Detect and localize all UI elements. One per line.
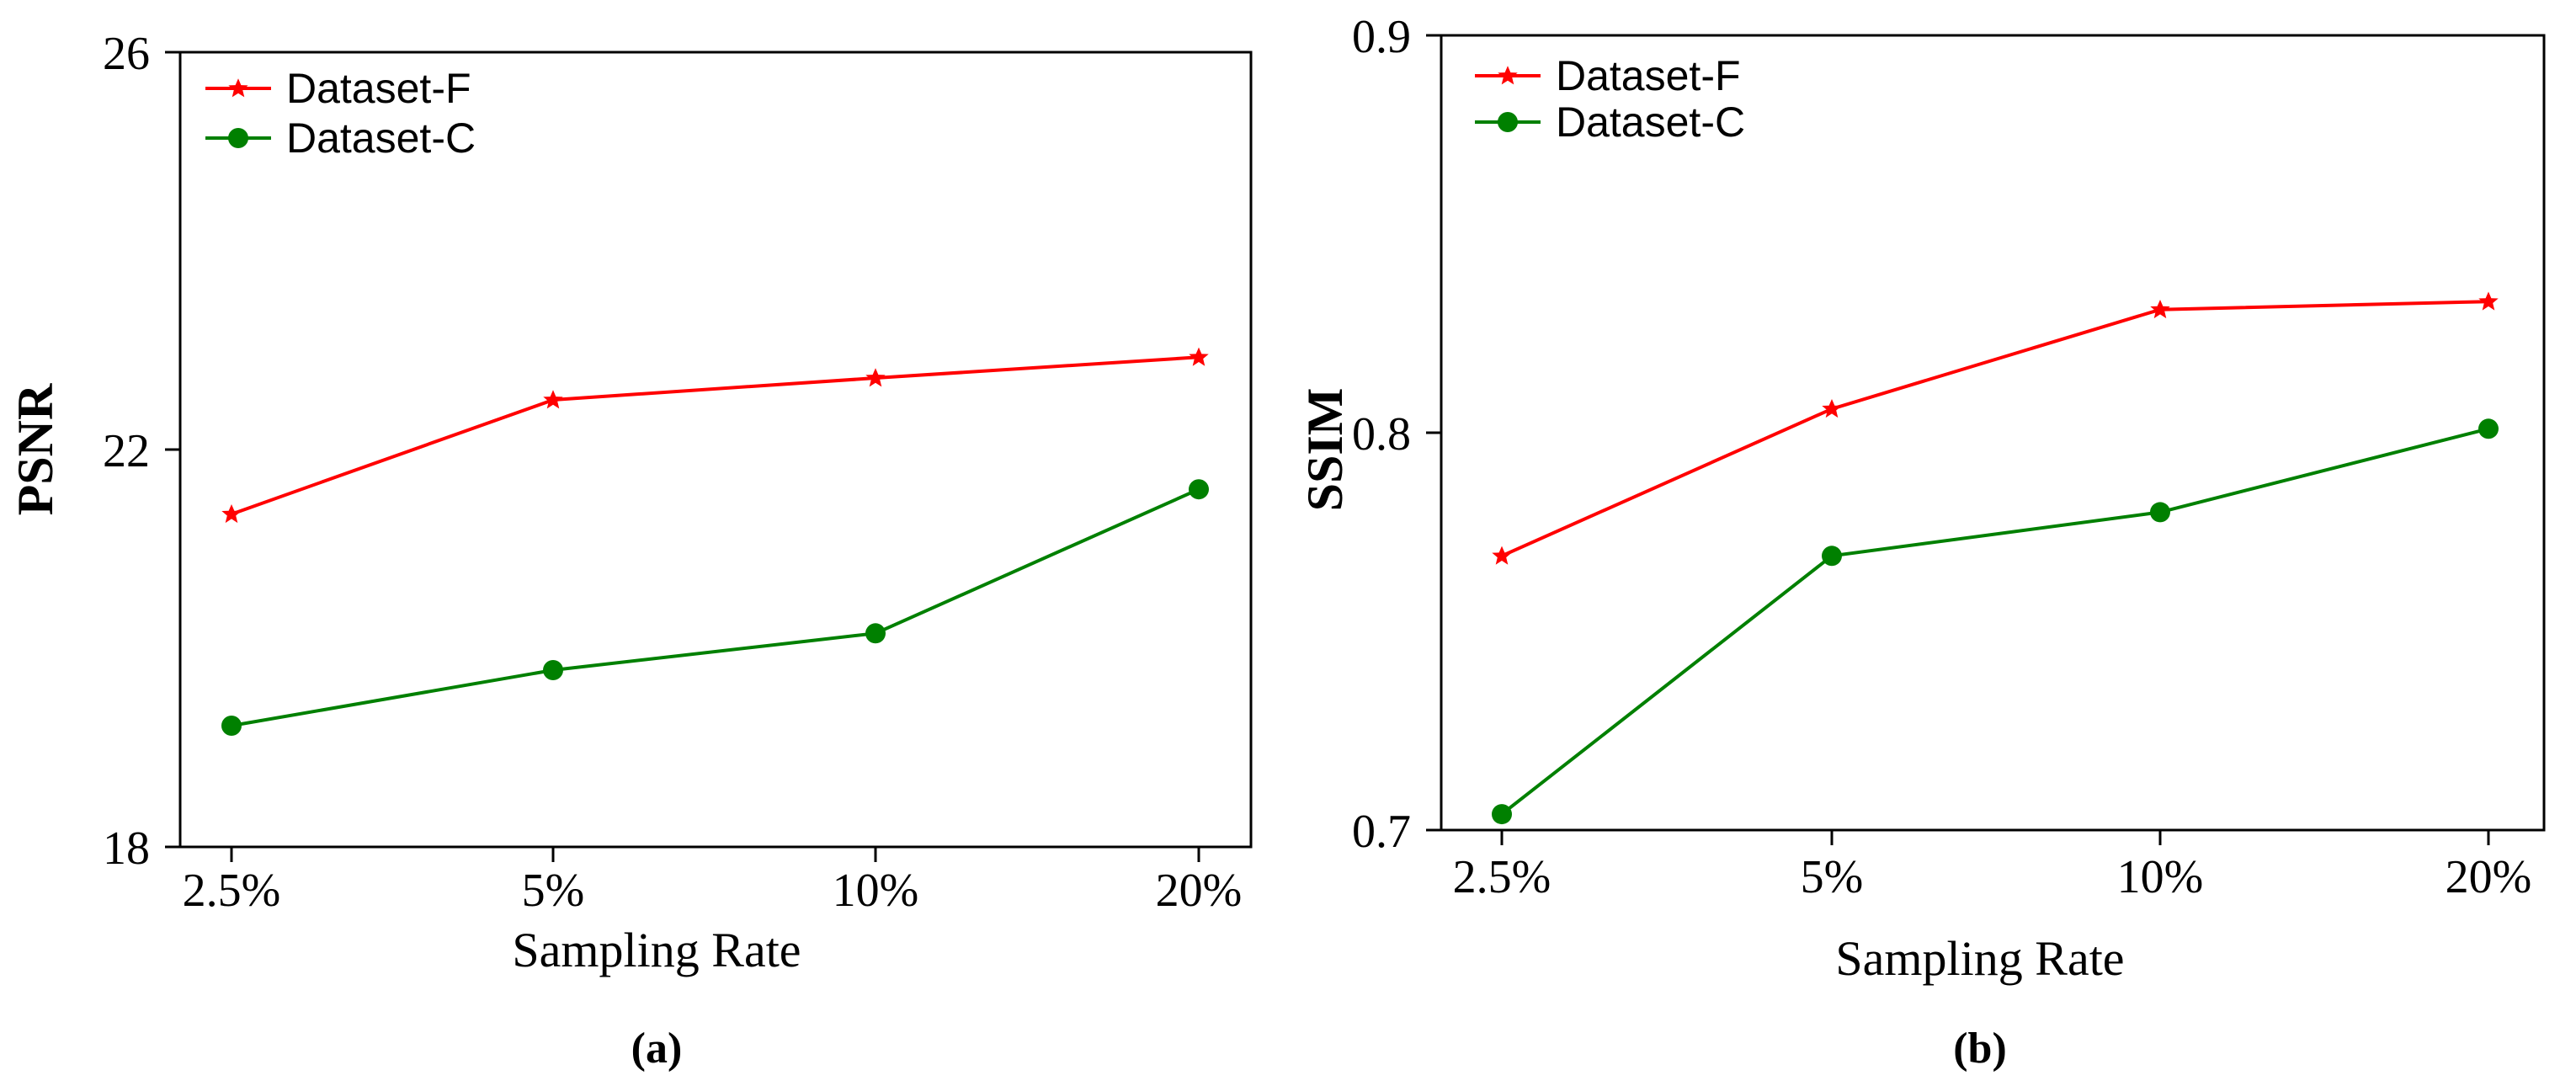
data-point-b-f-1 (1822, 399, 1842, 418)
series-group-a-0 (221, 347, 1209, 524)
plot-frame-b (1440, 34, 2546, 832)
x-tick-label-b-1: 5% (1801, 851, 1864, 903)
series-line-a-dataset-f (231, 355, 1200, 516)
y-tick-label-a-0: 18 (103, 822, 150, 875)
y-tick-label-a-1: 22 (103, 425, 150, 477)
x-tick-label-a-0: 2.5% (183, 865, 281, 917)
series-line-b-dataset-f (1501, 300, 2489, 558)
x-axis-title-a: Sampling Rate (512, 923, 801, 977)
x-tick-label-a-2: 10% (833, 865, 919, 917)
x-tick-label-a-3: 20% (1156, 865, 1243, 917)
x-tick-label-b-0: 2.5% (1453, 851, 1551, 903)
data-point-a-c-1 (543, 660, 563, 680)
panel-b: 0.7 0.8 0.9 2.5% 5% 10% 20% Sampling Rat… (1297, 11, 2546, 1073)
series-group-b-1 (1492, 418, 2499, 825)
legend-marker-b-1 (1498, 112, 1518, 132)
x-axis-title-b: Sampling Rate (1835, 931, 2124, 986)
legend-a: Dataset-F Dataset-C (205, 65, 476, 162)
y-axis-title-b: SSIM (1297, 388, 1353, 512)
data-point-a-f-1 (543, 390, 563, 409)
data-point-b-c-3 (2478, 418, 2499, 439)
plot-frame-a (178, 51, 1253, 849)
legend-marker-a-1 (228, 128, 248, 148)
x-tick-label-b-3: 20% (2446, 851, 2532, 903)
legend-label-a-0: Dataset-F (286, 65, 471, 112)
y-tick-label-b-2: 0.9 (1352, 11, 1411, 63)
data-point-a-c-2 (865, 623, 886, 644)
series-line-b-dataset-c (1500, 427, 2489, 816)
data-point-a-f-0 (221, 504, 242, 524)
panel-a: 18 22 26 2.5% 5% 10% 20% Sampling Rate P… (8, 28, 1253, 1073)
y-axis-title-a: PSNR (8, 383, 63, 515)
legend-marker-a-0 (228, 78, 248, 98)
data-point-b-c-0 (1492, 804, 1512, 825)
data-point-b-f-2 (2150, 300, 2170, 319)
data-point-a-f-3 (1189, 347, 1209, 366)
data-point-a-f-2 (865, 368, 886, 387)
x-tick-label-b-2: 10% (2117, 851, 2204, 903)
y-tick-label-b-0: 0.7 (1352, 806, 1411, 858)
data-point-b-c-2 (2150, 502, 2170, 523)
data-point-b-c-1 (1822, 546, 1842, 567)
data-point-b-f-3 (2478, 291, 2499, 311)
legend-b: Dataset-F Dataset-C (1475, 52, 1745, 146)
data-point-a-c-3 (1189, 479, 1209, 500)
series-group-a-1 (221, 479, 1209, 736)
legend-label-b-1: Dataset-C (1556, 98, 1745, 146)
data-point-a-c-0 (221, 716, 242, 736)
legend-marker-b-0 (1498, 66, 1518, 85)
legend-label-a-1: Dataset-C (286, 114, 476, 162)
y-tick-label-b-1: 0.8 (1352, 408, 1411, 460)
legend-label-b-0: Dataset-F (1556, 52, 1741, 99)
series-group-b-0 (1492, 291, 2499, 565)
x-tick-label-a-1: 5% (522, 865, 585, 917)
panel-caption-a: (a) (631, 1025, 683, 1073)
y-tick-label-a-2: 26 (103, 28, 150, 80)
data-point-b-f-0 (1492, 546, 1512, 565)
series-line-a-dataset-c (231, 487, 1200, 727)
panel-caption-b: (b) (1953, 1025, 2007, 1073)
